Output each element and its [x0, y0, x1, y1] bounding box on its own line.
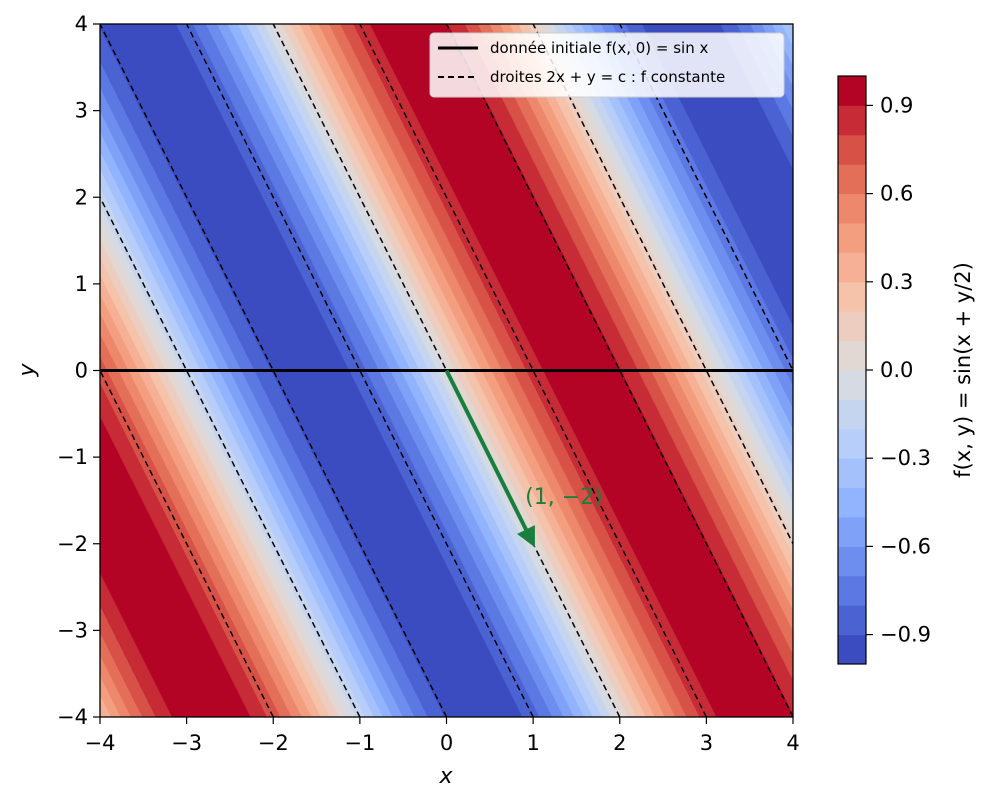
contour-band [590, 24, 793, 430]
colorbar-band [838, 134, 866, 165]
contour-band [600, 24, 793, 409]
x-tick-label: 1 [526, 731, 539, 755]
colorbar-band [838, 193, 866, 224]
arrow-label: (1, −2) [525, 485, 603, 510]
legend: donnée initiale f(x, 0) = sin x droites … [429, 32, 785, 98]
colorbar-band [838, 164, 866, 195]
colorbar-band [838, 281, 866, 312]
colorbar-band [838, 76, 866, 106]
x-tick-label: 4 [786, 731, 799, 755]
colorbar-tick-label: 0.0 [880, 358, 913, 382]
colorbar-band [838, 605, 866, 636]
contour-band [562, 24, 793, 485]
colorbar-band [838, 399, 866, 430]
x-tick-label: −1 [344, 731, 375, 755]
contour-band [489, 24, 793, 632]
contour-band [477, 24, 793, 655]
contour-band [509, 24, 793, 592]
x-tick-label: 2 [613, 731, 626, 755]
characteristic-line [185, 24, 534, 717]
contour-band [580, 24, 793, 449]
y-tick-label: −3 [57, 618, 88, 642]
legend-entry-initial: donnée initiale f(x, 0) = sin x [490, 39, 708, 57]
colorbar-band [838, 546, 866, 577]
contour-band [527, 24, 793, 555]
colorbar-label: f(x, y) = sin(x + y/2) [951, 262, 975, 478]
colorbar-bands [838, 76, 866, 665]
x-tick-label: −3 [171, 731, 202, 755]
legend-box [429, 32, 785, 98]
colorbar-tick-label: 0.3 [880, 270, 913, 294]
y-tick-label: −2 [57, 532, 88, 556]
colorbar-tick-label: 0.6 [880, 182, 913, 206]
characteristic-line [619, 24, 793, 373]
colorbar-band [838, 223, 866, 253]
contour-band [571, 24, 793, 468]
colorbar-band [838, 634, 866, 665]
characteristic-line [359, 24, 708, 717]
x-tick-label: 3 [700, 731, 713, 755]
colorbar-tick-label: −0.6 [880, 534, 931, 558]
direction-arrow [444, 369, 535, 548]
colorbar-band [838, 487, 866, 518]
contour-band [625, 24, 793, 360]
colorbar-tick-label: −0.9 [880, 623, 931, 647]
characteristic-line [532, 24, 793, 546]
characteristic-line [100, 24, 448, 717]
colorbar-band [838, 105, 866, 136]
colorbar-tick-label: −0.3 [880, 446, 931, 470]
colorbar-band [838, 517, 866, 547]
colorbar-band [838, 311, 866, 342]
y-tick-label: 4 [75, 12, 88, 36]
colorbar-ticks: −0.9 −0.6 −0.3 0.0 0.3 0.6 0.9 [866, 93, 931, 647]
contour-band [518, 24, 793, 574]
x-axis-label: x [438, 764, 453, 789]
contour-band [612, 24, 793, 386]
y-tick-label: −4 [57, 705, 88, 729]
colorbar-band [838, 428, 866, 459]
contour-band [641, 24, 793, 327]
x-axis: −4 −3 −2 −1 0 1 2 3 4 [85, 717, 800, 755]
contour-band [536, 24, 793, 538]
colorbar-band [838, 575, 866, 606]
x-tick-label: −4 [85, 731, 116, 755]
contour-band [447, 24, 793, 715]
plot-area [100, 24, 793, 717]
legend-entry-lines: droites 2x + y = c : f constante [490, 68, 725, 86]
characteristic-line [445, 24, 793, 717]
colorbar-band [838, 370, 866, 400]
y-tick-label: 3 [75, 99, 88, 123]
x-tick-label: −2 [258, 731, 289, 755]
y-tick-label: 0 [75, 359, 88, 383]
characteristic-lines [100, 24, 793, 717]
characteristic-line [272, 24, 621, 717]
colorbar-band [838, 458, 866, 489]
colorbar: −0.9 −0.6 −0.3 0.0 0.3 0.6 0.9 f(x, y) = sin(x… [837, 75, 975, 665]
y-axis: −4 −3 −2 −1 0 1 2 3 4 [57, 12, 100, 729]
contour-band [499, 24, 793, 611]
contour-band [464, 24, 793, 681]
y-tick-label: 2 [75, 185, 88, 209]
y-axis-label: y [15, 363, 40, 378]
x-tick-label: 0 [440, 731, 453, 755]
colorbar-tick-label: 0.9 [880, 93, 913, 117]
colorbar-band [838, 252, 866, 283]
contour-band [544, 24, 793, 521]
contour-band [781, 24, 793, 48]
contour-band [553, 24, 793, 503]
y-tick-label: 1 [75, 272, 88, 296]
y-tick-label: −1 [57, 445, 88, 469]
colorbar-band [838, 340, 866, 371]
